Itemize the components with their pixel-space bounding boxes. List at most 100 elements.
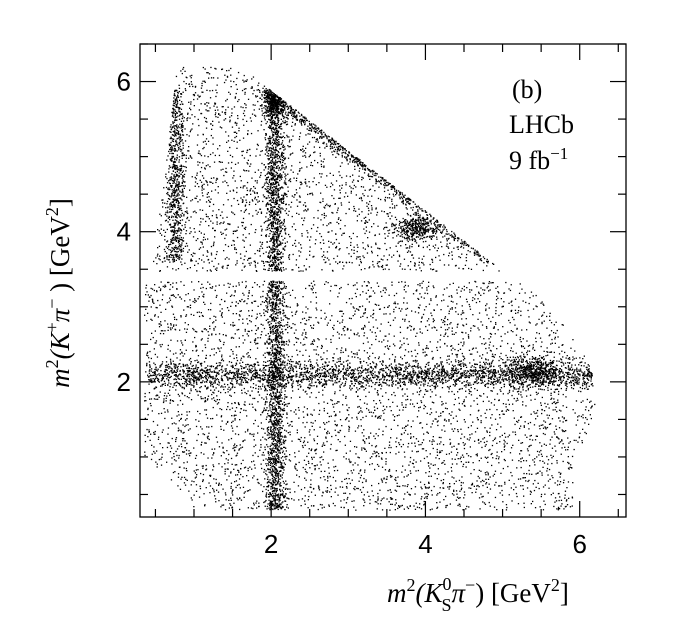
data-point [181, 352, 183, 354]
data-point [267, 219, 269, 222]
data-point [451, 330, 453, 332]
data-point [293, 344, 295, 346]
data-point [385, 392, 387, 394]
data-point [284, 225, 286, 227]
data-point [574, 350, 576, 352]
data-point [172, 268, 174, 270]
data-point [384, 291, 386, 294]
data-point [192, 350, 194, 352]
data-point [182, 424, 184, 426]
data-point [366, 352, 368, 354]
data-point [256, 182, 258, 184]
data-point [453, 489, 455, 491]
data-point [380, 388, 382, 390]
data-point [247, 467, 249, 470]
data-point [447, 305, 449, 307]
data-point [368, 189, 371, 191]
data-point [207, 164, 209, 166]
data-point [243, 403, 245, 406]
data-point [412, 436, 415, 438]
data-point [511, 304, 513, 307]
data-point [296, 212, 298, 214]
data-point [203, 493, 205, 495]
data-point [478, 469, 480, 471]
data-point [551, 436, 553, 438]
data-point [419, 366, 422, 368]
data-point [442, 403, 444, 405]
data-point [566, 375, 568, 377]
data-point [540, 404, 542, 406]
data-point [425, 496, 427, 498]
data-point [569, 358, 571, 360]
data-point [529, 445, 531, 447]
data-point [324, 428, 326, 430]
data-point [495, 306, 497, 309]
data-point [303, 338, 305, 340]
data-point [175, 365, 177, 367]
data-point [555, 500, 558, 502]
data-point [354, 462, 356, 464]
data-point [458, 479, 461, 482]
data-point [448, 312, 450, 315]
data-point [510, 301, 512, 303]
data-point [366, 298, 368, 300]
data-point [365, 285, 368, 287]
data-point [219, 350, 221, 352]
data-point [348, 317, 351, 319]
data-point [475, 488, 478, 490]
data-point [165, 207, 167, 209]
data-point [373, 435, 375, 437]
data-point [495, 299, 498, 301]
data-point [410, 472, 412, 474]
data-point [326, 421, 328, 424]
data-point [391, 232, 394, 234]
data-point [164, 417, 166, 420]
data-point [356, 334, 358, 336]
data-point [182, 134, 185, 136]
data-point [226, 376, 228, 378]
data-point [351, 262, 353, 264]
data-point [306, 421, 308, 424]
data-point [315, 292, 317, 294]
data-point [175, 296, 177, 299]
data-point [269, 407, 271, 409]
data-point [215, 181, 217, 184]
data-point [235, 480, 238, 482]
data-point [174, 119, 176, 121]
data-point [209, 181, 211, 183]
data-point [240, 210, 242, 212]
data-point [155, 306, 157, 309]
data-point [450, 451, 453, 453]
data-point [232, 321, 234, 324]
data-point [235, 446, 237, 448]
data-point [228, 499, 230, 501]
data-point [254, 341, 256, 343]
data-point [339, 357, 341, 359]
data-point [377, 247, 379, 249]
data-point [154, 353, 156, 356]
data-point [460, 290, 462, 292]
data-point [239, 315, 241, 317]
data-point [201, 85, 203, 87]
data-point [491, 374, 494, 376]
data-point [372, 326, 375, 328]
data-point [457, 391, 459, 393]
data-point [257, 481, 259, 484]
data-point [186, 418, 188, 420]
data-point [332, 154, 334, 156]
data-point [528, 428, 530, 430]
data-point [340, 349, 342, 352]
data-point [235, 301, 237, 303]
data-point [429, 249, 431, 251]
data-point [478, 477, 481, 479]
data-point [311, 342, 313, 345]
data-point [167, 411, 169, 413]
data-point [394, 345, 396, 347]
data-point [200, 452, 202, 454]
data-point [392, 401, 394, 403]
data-point [241, 154, 243, 157]
data-point [214, 109, 216, 111]
data-point [454, 348, 456, 351]
data-point [216, 403, 219, 405]
data-point [236, 199, 239, 202]
